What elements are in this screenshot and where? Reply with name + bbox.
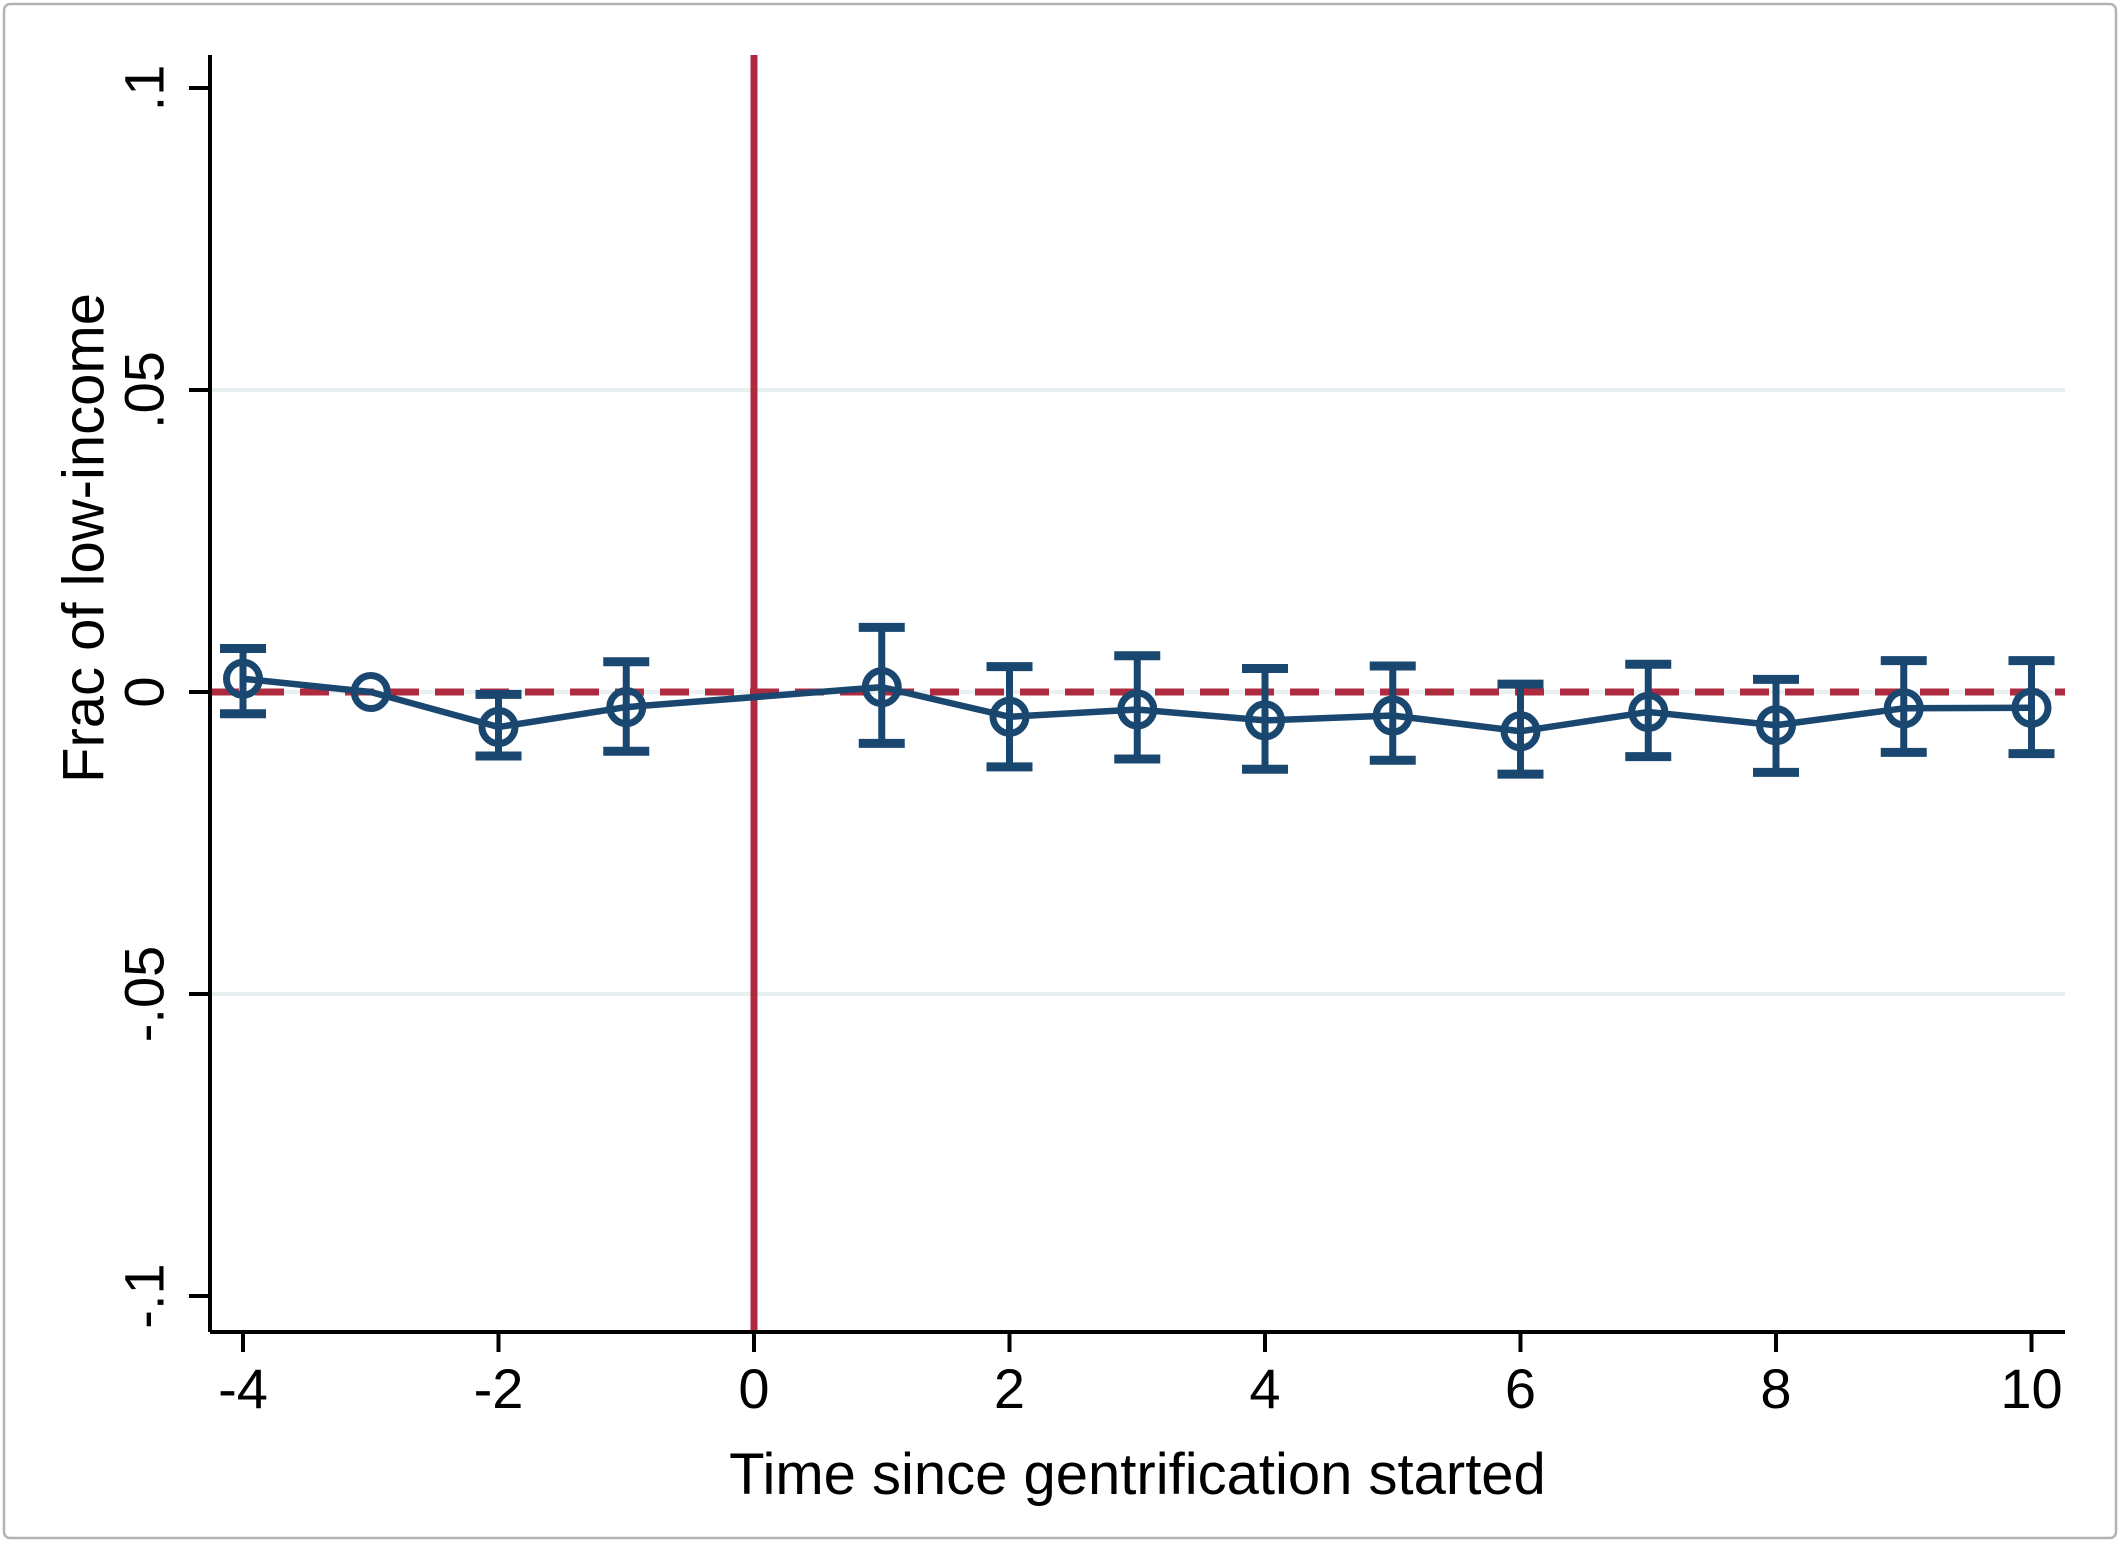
data-point-marker <box>1883 688 1924 729</box>
x-tick-label: 6 <box>1505 1357 1536 1420</box>
y-tick-label: .05 <box>113 351 176 429</box>
data-point-marker <box>1500 711 1541 752</box>
data-point-marker <box>989 696 1030 737</box>
data-point-marker <box>1372 695 1413 736</box>
data-point-marker <box>478 707 519 748</box>
data-point-marker <box>606 687 647 728</box>
x-tick-label: -2 <box>474 1357 524 1420</box>
x-axis-title: Time since gentrification started <box>729 1442 1546 1507</box>
x-tick-label: 2 <box>994 1357 1025 1420</box>
data-point-marker <box>350 672 391 712</box>
x-tick-label: -4 <box>218 1357 268 1420</box>
data-point-marker <box>861 667 902 708</box>
data-point-marker <box>223 658 263 699</box>
data-point-marker <box>1628 691 1669 732</box>
y-tick-label: -.1 <box>113 1263 176 1328</box>
x-tick-label: 0 <box>738 1357 769 1420</box>
data-point-marker <box>1245 700 1285 741</box>
series-line <box>242 675 2032 735</box>
x-tick-label: 10 <box>2000 1357 2062 1420</box>
y-tick-label: 0 <box>113 676 176 707</box>
x-tick-label: 8 <box>1760 1357 1791 1420</box>
y-tick-label: -.05 <box>113 946 176 1043</box>
y-axis-title: Frac of low-income <box>52 293 117 783</box>
data-point-marker <box>1117 689 1158 730</box>
x-tick-label: 4 <box>1249 1357 1280 1420</box>
y-tick-label: .1 <box>113 65 176 112</box>
data-point-marker <box>2011 687 2052 728</box>
data-point-marker <box>1756 705 1796 746</box>
